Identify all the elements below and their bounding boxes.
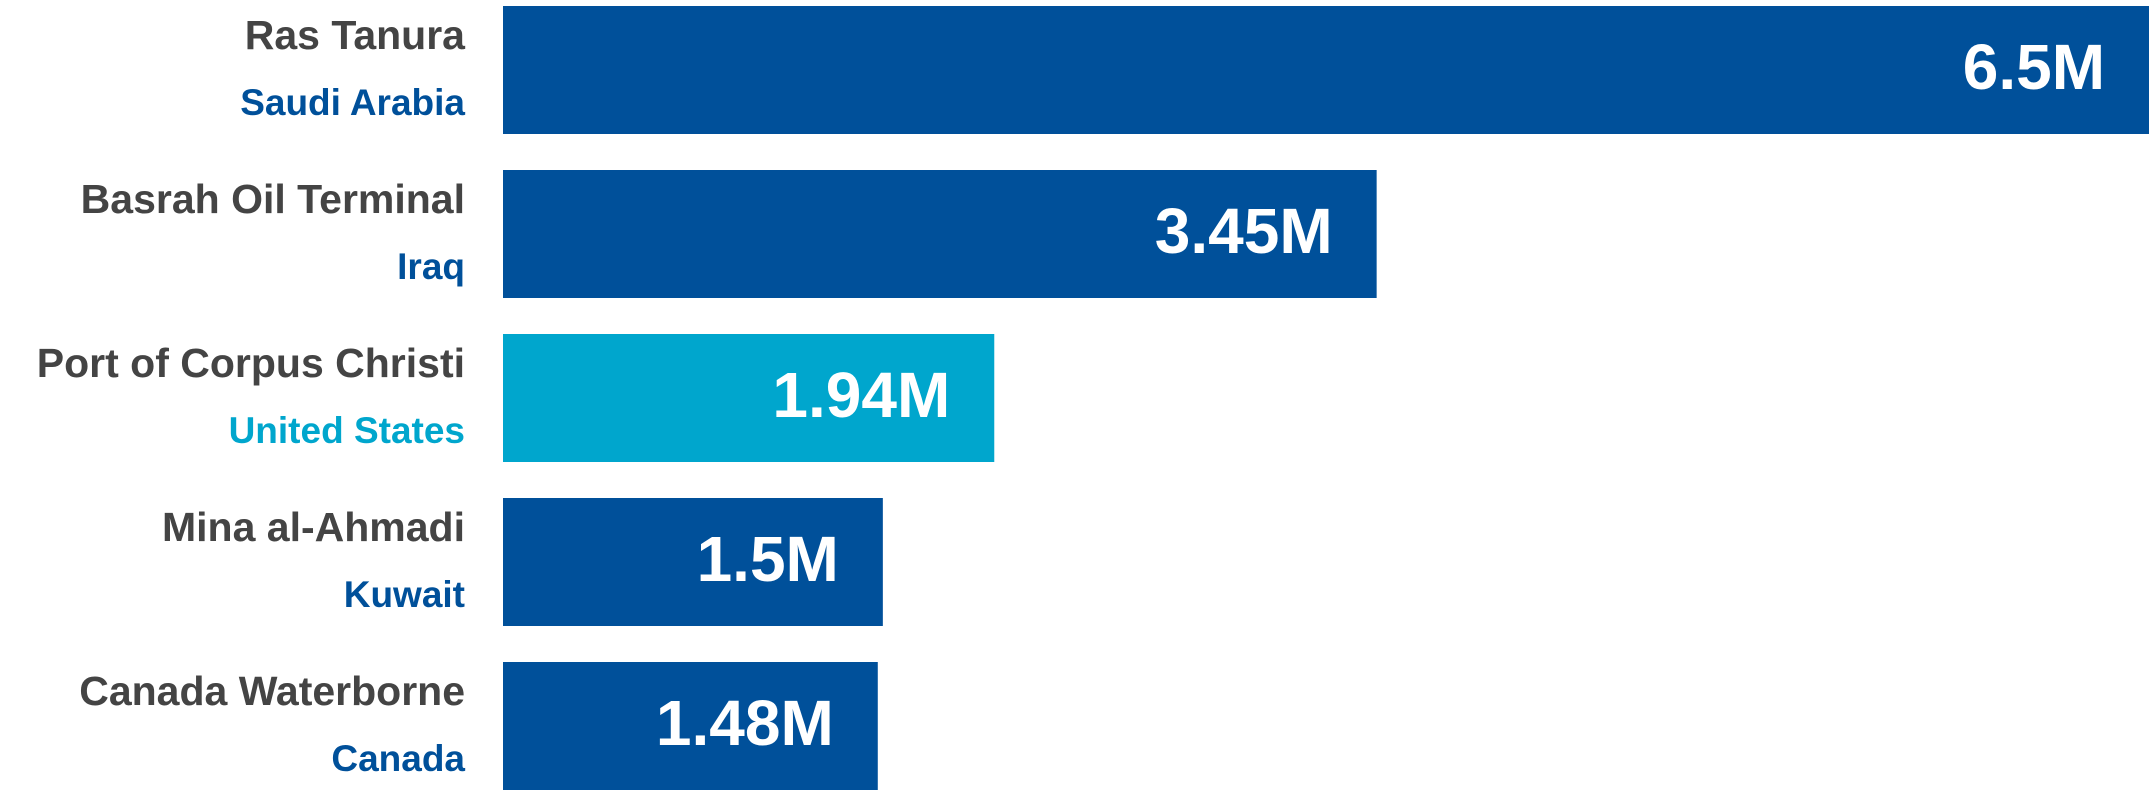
category-label: Mina al-Ahmadi	[162, 504, 465, 550]
value-label: 1.94M	[772, 359, 950, 431]
category-label: Basrah Oil Terminal	[81, 176, 465, 222]
sub-label: United States	[229, 410, 465, 451]
sub-label: Canada	[331, 738, 465, 779]
bar	[503, 334, 995, 462]
sub-label: Kuwait	[344, 574, 465, 615]
bar	[503, 662, 878, 790]
category-label: Port of Corpus Christi	[37, 340, 465, 386]
bar	[503, 170, 1377, 298]
category-label: Ras Tanura	[245, 12, 466, 58]
value-label: 1.5M	[697, 523, 839, 595]
value-label: 3.45M	[1155, 195, 1333, 267]
category-label: Canada Waterborne	[79, 668, 465, 714]
bar	[503, 6, 2149, 134]
sub-label: Iraq	[397, 246, 465, 287]
bar	[503, 498, 883, 626]
value-label: 1.48M	[656, 687, 834, 759]
sub-label: Saudi Arabia	[240, 82, 465, 123]
value-label: 6.5M	[1963, 31, 2105, 103]
